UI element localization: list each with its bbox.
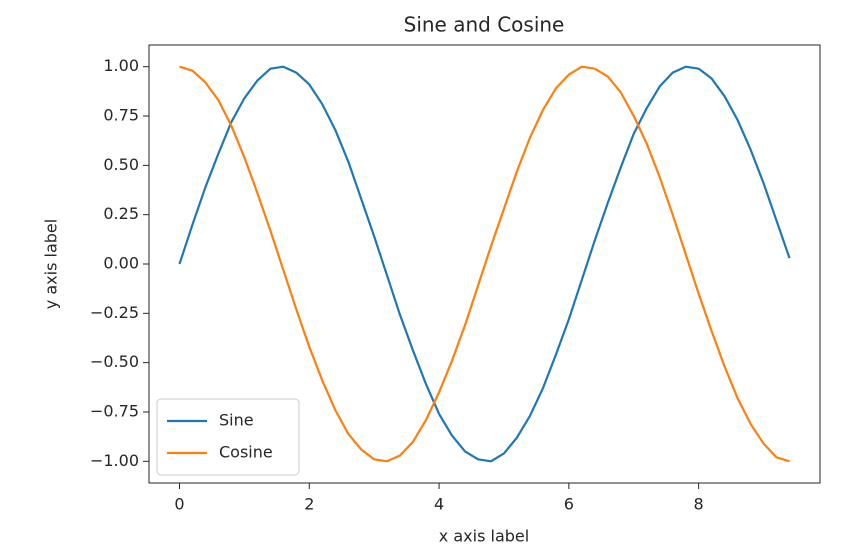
y-tick-label: −0.75: [90, 401, 139, 420]
y-tick-label: −1.00: [90, 451, 139, 470]
x-tick-label: 6: [564, 495, 574, 514]
y-axis-label: y axis label: [42, 219, 61, 309]
x-tick-label: 4: [434, 495, 444, 514]
y-tick-label: 1.00: [103, 56, 139, 75]
y-tick-label: −0.25: [90, 303, 139, 322]
chart-title: Sine and Cosine: [404, 13, 565, 37]
x-tick-label: 0: [174, 495, 184, 514]
x-tick-label: 2: [304, 495, 314, 514]
x-tick-label: 8: [694, 495, 704, 514]
legend-label: Sine: [219, 411, 254, 430]
y-tick-label: 0.75: [103, 106, 139, 125]
y-tick-label: −0.50: [90, 352, 139, 371]
y-tick-label: 0.25: [103, 204, 139, 223]
series-line: [178, 65, 791, 463]
x-axis-label: x axis label: [439, 527, 529, 546]
legend: Sine Cosine: [156, 398, 300, 476]
series-line: [179, 65, 790, 463]
y-tick-label: 0.50: [103, 155, 139, 174]
plot-frame: [148, 44, 821, 484]
legend-label: Cosine: [219, 443, 273, 462]
legend-box: [156, 398, 300, 476]
y-tick-label: 0.00: [103, 254, 139, 273]
